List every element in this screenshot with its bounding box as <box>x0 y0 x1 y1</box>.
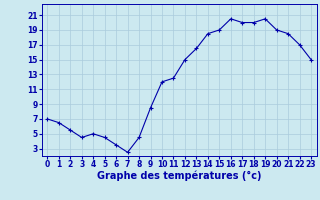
X-axis label: Graphe des températures (°c): Graphe des températures (°c) <box>97 171 261 181</box>
